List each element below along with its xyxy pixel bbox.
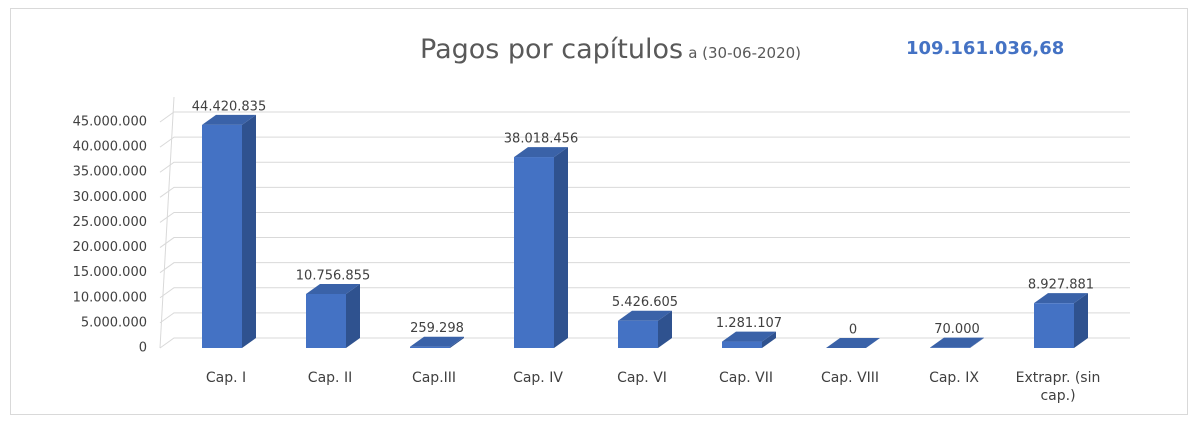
- x-tick-label: Cap.III: [411, 370, 457, 386]
- bar: [514, 157, 554, 348]
- value-label: 0: [849, 323, 857, 338]
- bar-top: [1034, 293, 1088, 304]
- x-tick-label: Cap. VIII: [820, 370, 880, 386]
- y-tick-label: 30.000.000: [73, 190, 147, 205]
- bar-top: [826, 338, 880, 348]
- value-label: 44.420.835: [192, 99, 266, 114]
- grid-line: [159, 211, 1130, 223]
- bar: [202, 124, 242, 349]
- x-tick-label: Cap. VII: [719, 370, 773, 386]
- y-tick-label: 15.000.000: [73, 265, 147, 280]
- y-tick-label: 20.000.000: [73, 240, 147, 255]
- grid-line: [159, 337, 1130, 349]
- x-tick-label: Cap. VI: [617, 370, 667, 386]
- bar: [1034, 303, 1074, 348]
- y-tick-label: 0: [139, 341, 147, 356]
- y-tick-label: 40.000.000: [73, 140, 147, 155]
- bar: [722, 341, 762, 348]
- x-tick-label: Cap. II: [307, 370, 353, 386]
- total-annotation: 109.161.036,68: [906, 38, 1065, 59]
- title-block: Pagos por capítulos a (30-06-2020): [420, 34, 801, 65]
- grid-line: [159, 262, 1130, 274]
- grid-line: [159, 161, 1130, 173]
- value-label: 1.281.107: [716, 316, 782, 331]
- grid-line: [159, 237, 1130, 248]
- bar-top: [514, 147, 568, 158]
- grid-line: [159, 186, 1130, 198]
- bar-side: [970, 337, 984, 348]
- x-tick-label: Extrapr. (sin cap.): [1015, 370, 1101, 404]
- value-label: 70.000: [934, 322, 980, 337]
- y-tick-label: 5.000.000: [81, 315, 147, 330]
- value-label: 259.298: [410, 321, 464, 336]
- bar-side: [554, 147, 568, 348]
- bar-top: [202, 114, 256, 125]
- bar: [306, 293, 346, 348]
- y-tick-label: 10.000.000: [73, 290, 147, 305]
- bar-top: [930, 337, 984, 348]
- y-tick-label: 45.000.000: [73, 115, 147, 130]
- chart-title: Pagos por capítulos: [420, 34, 684, 65]
- bar-side: [242, 114, 256, 349]
- value-label: 8.927.881: [1028, 278, 1094, 293]
- value-label: 5.426.605: [612, 295, 678, 310]
- chart-subtitle: a (30-06-2020): [688, 44, 802, 62]
- x-tick-label: Cap. IV: [513, 370, 563, 386]
- bar-side: [346, 283, 360, 348]
- bar-side: [658, 310, 672, 348]
- bar-side: [450, 336, 464, 348]
- bar-side: [762, 331, 776, 348]
- value-label: 38.018.456: [504, 132, 578, 147]
- bar-top: [722, 331, 776, 342]
- bar-side: [1074, 293, 1088, 348]
- x-tick-label: Cap. IX: [929, 370, 979, 386]
- bar-top: [306, 283, 360, 294]
- value-label: 10.756.855: [296, 268, 370, 283]
- grid-line: [159, 111, 1130, 123]
- grid-line: [159, 136, 1130, 148]
- grid-line: [159, 312, 1130, 324]
- y-tick-label: 25.000.000: [73, 215, 147, 230]
- bar-top: [618, 310, 672, 321]
- axis-wall: [159, 96, 175, 349]
- bar-top: [410, 336, 464, 347]
- x-tick-label: Cap. I: [205, 370, 247, 386]
- y-tick-label: 35.000.000: [73, 165, 147, 180]
- bar: [410, 346, 450, 348]
- grid-line: [159, 287, 1130, 299]
- bar: [618, 320, 658, 348]
- chart-frame: [10, 8, 1188, 415]
